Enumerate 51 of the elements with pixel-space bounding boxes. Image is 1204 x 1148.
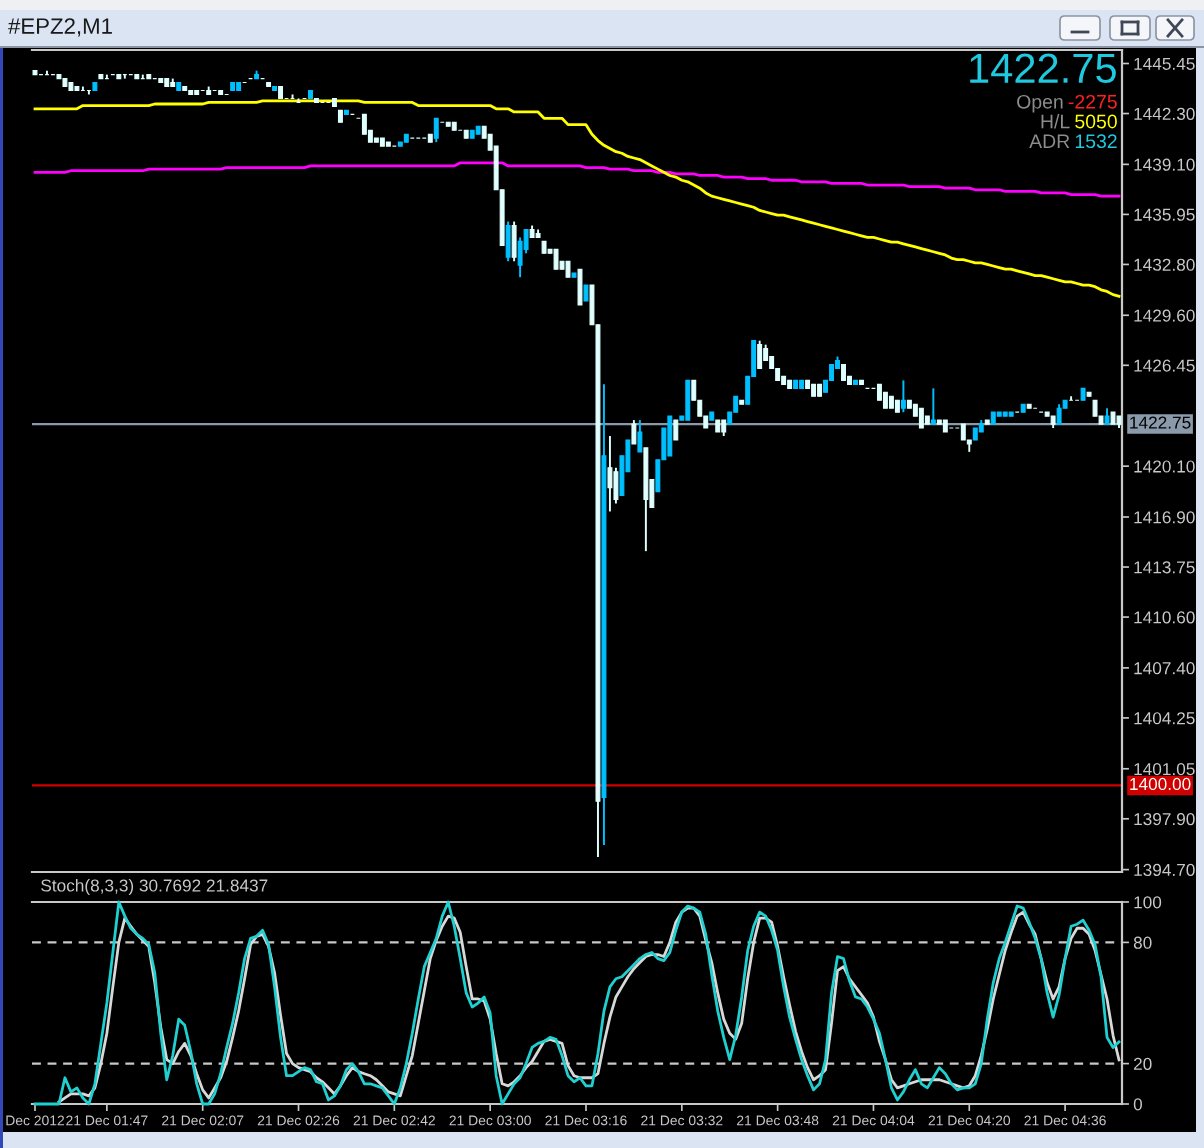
candlestick: [433, 117, 439, 144]
y-tick-label: 20: [1133, 1057, 1152, 1071]
annotation: H/L: [1041, 114, 1070, 129]
candlestick: [511, 220, 517, 263]
annotation: 1422.75: [970, 53, 1116, 84]
y-tick-label: 1394.70: [1134, 863, 1195, 877]
candlestick: [930, 387, 936, 426]
candlestick: [673, 419, 679, 441]
candlestick: [1056, 403, 1062, 426]
line-series: [33, 99, 1121, 298]
y-tick-label: 1445.45: [1134, 57, 1195, 70]
y-tick-label: 100: [1134, 896, 1162, 909]
candlestick: [757, 339, 763, 370]
y-tick-label: 1426.45: [1134, 359, 1195, 372]
y-tick-label: 1420.10: [1134, 460, 1195, 473]
ref-line-label: 1422.75: [1130, 416, 1191, 429]
candlestick: [900, 379, 906, 414]
candlestick: [667, 415, 673, 457]
y-tick-label: 1442.30: [1134, 107, 1195, 120]
candlestick: [631, 419, 637, 445]
y-tick-label: 1410.60: [1134, 611, 1195, 624]
annotation: Open: [1017, 94, 1063, 113]
text: Stoch(8,3,3) 30.7692 21.8437: [41, 878, 268, 896]
y-tick-label: 1397.90: [1134, 813, 1195, 826]
y-tick-label: 1432.80: [1134, 258, 1195, 271]
annotation: 1532: [1075, 134, 1117, 149]
candlestick: [361, 113, 367, 136]
y-tick-label: 1429.60: [1134, 309, 1195, 322]
y-tick-label: 1407.40: [1134, 662, 1195, 675]
candlestick: [505, 220, 511, 263]
y-tick-label: 80: [1133, 936, 1152, 949]
annotation: 5050: [1075, 114, 1117, 129]
candlestick: [517, 236, 523, 279]
ref-line-label: 1400.00: [1130, 777, 1191, 791]
candlestick: [553, 248, 559, 271]
candlestick: [637, 419, 643, 453]
y-tick-label: 1439.10: [1134, 158, 1195, 171]
candlestick: [685, 379, 691, 421]
y-tick-label: 1435.95: [1134, 208, 1195, 221]
y-tick-label: 1416.90: [1134, 511, 1195, 524]
chart-title: #EPZ2,M1: [8, 18, 112, 37]
y-tick-label: 1404.25: [1134, 712, 1195, 725]
y-tick-label: 1413.75: [1134, 561, 1195, 574]
annotation: -2275: [1068, 94, 1117, 109]
y-tick-label: 1401.05: [1134, 762, 1195, 776]
candlestick: [607, 435, 613, 513]
y-tick-label: 0: [1133, 1098, 1143, 1111]
annotation: ADR: [1029, 134, 1070, 148]
candlestick: [918, 407, 924, 430]
line-series: [33, 161, 1121, 198]
candlestick: [577, 268, 583, 306]
